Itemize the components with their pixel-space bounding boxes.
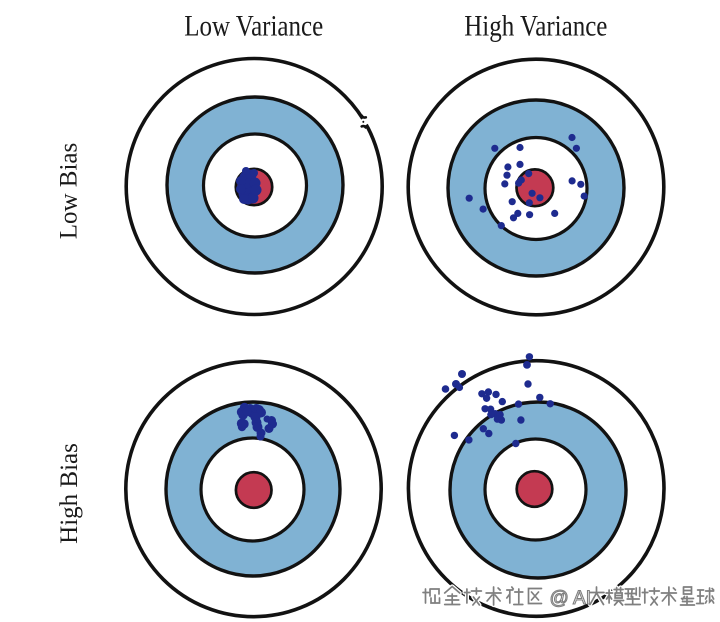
svg-text:Low Variance: Low Variance bbox=[184, 10, 323, 42]
svg-text:High Variance: High Variance bbox=[464, 10, 607, 42]
svg-text:High Bias: High Bias bbox=[56, 443, 83, 544]
svg-text:Low Bias: Low Bias bbox=[56, 143, 83, 240]
svg-text:@ AI: @ AI bbox=[550, 588, 591, 609]
